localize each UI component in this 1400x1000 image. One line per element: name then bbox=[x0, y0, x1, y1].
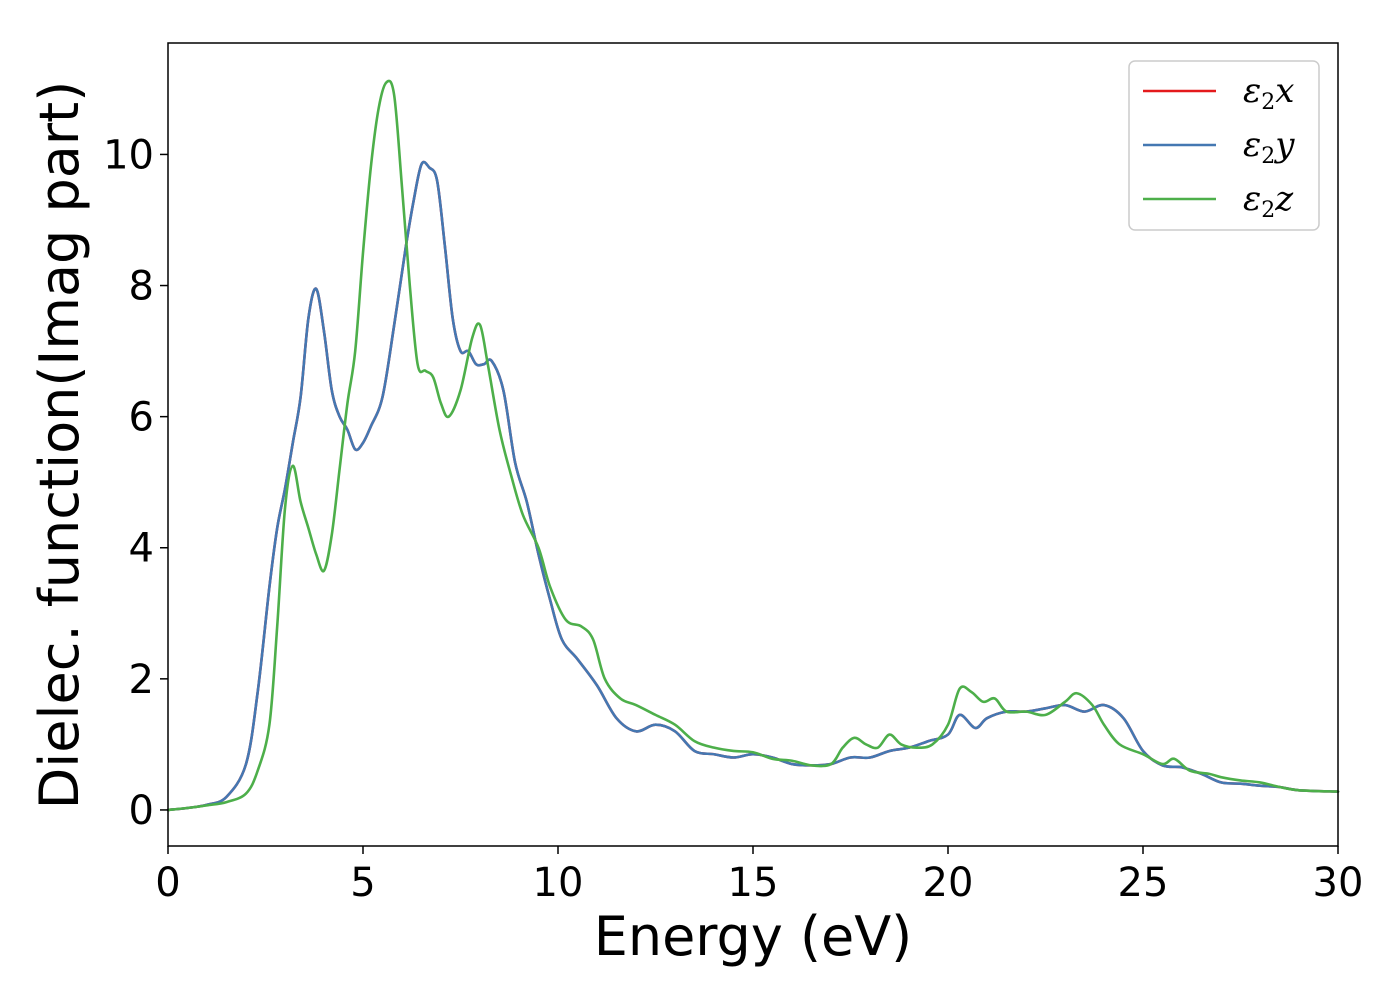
y-tick-label: 8 bbox=[129, 264, 154, 310]
x-tick-label: 30 bbox=[1313, 860, 1364, 906]
x-axis-ticks: 0 5 10 15 20 25 30 bbox=[155, 846, 1363, 906]
y-tick-label: 4 bbox=[129, 526, 154, 572]
x-tick-label: 10 bbox=[533, 860, 584, 906]
x-tick-label: 5 bbox=[350, 860, 375, 906]
y-tick-label: 2 bbox=[129, 657, 154, 703]
x-tick-label: 20 bbox=[923, 860, 974, 906]
y-axis-label: Dielec. function(Imag part) bbox=[28, 81, 91, 810]
legend: ε2x ε2y ε2z bbox=[1128, 60, 1320, 231]
x-tick-label: 15 bbox=[728, 860, 779, 906]
series-layer bbox=[166, 79, 1340, 812]
y-axis-ticks: 0 2 4 6 8 10 bbox=[103, 132, 168, 834]
series-line-z bbox=[166, 79, 1340, 812]
legend-label-z: ε2z bbox=[1243, 179, 1294, 223]
x-tick-label: 0 bbox=[155, 860, 180, 906]
y-tick-label: 0 bbox=[129, 788, 154, 834]
y-tick-label: 6 bbox=[129, 395, 154, 441]
legend-box bbox=[1128, 60, 1320, 231]
y-tick-label: 10 bbox=[103, 132, 154, 178]
x-axis-label: Energy (eV) bbox=[594, 905, 913, 968]
x-tick-label: 25 bbox=[1118, 860, 1169, 906]
legend-label-x: ε2x bbox=[1243, 71, 1294, 115]
legend-label-y: ε2y bbox=[1243, 125, 1295, 169]
